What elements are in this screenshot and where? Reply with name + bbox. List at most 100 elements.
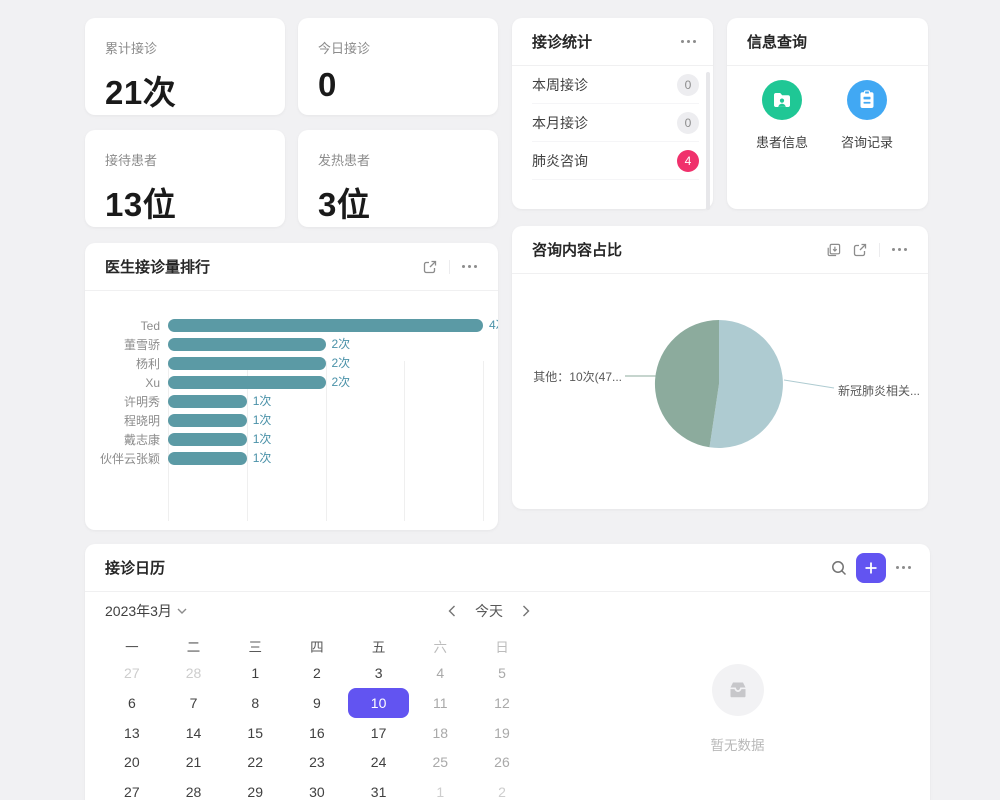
calendar-day[interactable]: 6 — [127, 694, 136, 711]
more-icon[interactable] — [456, 254, 482, 280]
bar[interactable] — [168, 338, 326, 351]
bar[interactable] — [168, 376, 326, 389]
add-button[interactable] — [856, 552, 886, 583]
calendar-day[interactable]: 20 — [124, 754, 140, 771]
bar[interactable] — [168, 319, 483, 332]
weekday-label: 四 — [310, 640, 324, 655]
calendar-day[interactable]: 13 — [124, 724, 140, 741]
stat-label: 接待患者 — [105, 153, 158, 168]
calendar-day[interactable]: 16 — [309, 724, 325, 741]
card-patients-received: 接待患者 13位 — [85, 130, 285, 227]
calendar-day[interactable]: 22 — [247, 754, 263, 771]
calendar-day[interactable]: 9 — [313, 694, 321, 711]
count-badge: 0 — [677, 73, 699, 96]
grid-line — [404, 361, 406, 521]
calendar-day[interactable]: 31 — [370, 784, 387, 800]
export-icon[interactable] — [821, 237, 847, 263]
weekday-label: 一 — [125, 640, 139, 655]
shortcut-patient-info[interactable]: 患者信息 — [740, 80, 824, 151]
calendar-day[interactable]: 15 — [247, 724, 263, 741]
calendar-day[interactable]: 29 — [247, 784, 263, 800]
weekday-header: 一二三四五六日 — [101, 636, 533, 656]
stats-row: 肺炎咨询 4 — [532, 142, 699, 180]
stat-value: 13位 — [105, 186, 177, 223]
calendar-day[interactable]: 28 — [185, 665, 202, 681]
expand-icon[interactable] — [417, 254, 443, 280]
calendar-day[interactable]: 2 — [313, 665, 321, 681]
more-icon[interactable] — [890, 555, 916, 581]
stats-row-label: 本月接诊 — [532, 114, 588, 131]
calendar-day[interactable]: 10 — [347, 687, 410, 718]
stat-value: 3位 — [318, 186, 371, 223]
calendar-day[interactable]: 28 — [185, 784, 202, 800]
scrollbar[interactable] — [706, 72, 710, 210]
bar-category-label: 杨利 — [135, 357, 160, 371]
calendar-day[interactable]: 30 — [309, 784, 325, 800]
stats-rows: 本周接诊 0 本月接诊 0 肺炎咨询 4 — [512, 66, 713, 180]
calendar-week-row: 20 21 22 23 24 25 26 — [101, 747, 533, 777]
more-icon[interactable] — [886, 237, 912, 263]
calendar-week-row: 27 28 1 2 3 4 5 — [101, 658, 533, 688]
pie-chart — [625, 319, 835, 448]
calendar-day[interactable]: 8 — [251, 694, 260, 711]
calendar-week-row: 13 14 15 16 17 18 19 — [101, 718, 533, 748]
bar[interactable] — [168, 433, 247, 446]
bar-value-label: 1次 — [252, 394, 272, 408]
bar[interactable] — [168, 414, 247, 427]
bar-value-label: 2次 — [331, 356, 351, 370]
calendar-day[interactable]: 26 — [494, 754, 510, 771]
shortcut-consult-records[interactable]: 咨询记录 — [825, 80, 909, 151]
bar-track: 1次 — [168, 414, 483, 427]
bar[interactable] — [168, 452, 247, 465]
stat-value: 0 — [318, 66, 337, 103]
month-selector[interactable]: 2023年3月 — [105, 600, 187, 622]
calendar-day[interactable]: 11 — [433, 694, 448, 711]
weekday-label: 五 — [371, 640, 386, 655]
bar-row: 许明秀 1次 — [85, 392, 498, 411]
next-month-icon[interactable] — [522, 605, 530, 617]
calendar-day[interactable]: 21 — [185, 754, 202, 771]
bar[interactable] — [168, 395, 247, 408]
calendar-day[interactable]: 27 — [124, 665, 140, 681]
calendar-day[interactable]: 12 — [494, 694, 510, 711]
calendar-day[interactable]: 14 — [185, 724, 202, 741]
search-icon[interactable] — [826, 555, 852, 581]
more-icon[interactable] — [675, 29, 701, 55]
calendar-day[interactable]: 3 — [374, 665, 383, 681]
calendar-day[interactable]: 19 — [494, 724, 510, 741]
bar-row: 程晓明 1次 — [85, 411, 498, 430]
stats-row-label: 本周接诊 — [532, 76, 588, 93]
stat-label: 今日接诊 — [318, 41, 371, 56]
bar-chart: 01234Ted 4次 董雪骄 2次 杨利 2次 Xu 2次 许明秀 1次 程晓… — [85, 291, 498, 530]
bar-value-label: 1次 — [252, 432, 272, 446]
calendar-day[interactable]: 17 — [370, 724, 387, 741]
pie-slice[interactable] — [654, 319, 719, 448]
card-fever-patients: 发热患者 3位 — [298, 130, 498, 227]
calendar-day[interactable]: 2 — [498, 784, 506, 800]
calendar-day[interactable]: 27 — [124, 784, 140, 800]
prev-month-icon[interactable] — [448, 605, 456, 617]
calendar-day[interactable]: 23 — [309, 754, 325, 771]
panel-doctor-ranking: 医生接诊量排行 01234Ted 4次 董雪骄 2次 杨利 2次 Xu 2次 许… — [85, 243, 498, 530]
pie-slice[interactable] — [709, 320, 783, 448]
bar[interactable] — [168, 357, 326, 370]
bar-row: 戴志康 1次 — [85, 430, 498, 449]
today-button[interactable]: 今天 — [475, 603, 503, 619]
calendar-day[interactable]: 4 — [436, 665, 445, 681]
bar-track: 2次 — [168, 357, 483, 370]
bar-value-label: 2次 — [331, 337, 351, 351]
calendar-day[interactable]: 25 — [432, 754, 449, 771]
bar-row: Xu 2次 — [85, 373, 498, 392]
calendar-day[interactable]: 5 — [498, 665, 506, 681]
panel-info-query: 信息查询 患者信息 咨询记录 — [727, 18, 928, 209]
patient-folder-icon — [762, 80, 802, 124]
bar-category-label: 许明秀 — [123, 395, 160, 409]
calendar-day[interactable]: 18 — [432, 724, 449, 741]
expand-icon[interactable] — [847, 237, 873, 263]
stat-value: 21次 — [105, 74, 177, 111]
calendar-day[interactable]: 7 — [189, 694, 198, 711]
calendar-day[interactable]: 1 — [436, 784, 445, 800]
bar-category-label: Xu — [145, 375, 160, 390]
calendar-day[interactable]: 24 — [370, 754, 387, 771]
calendar-day[interactable]: 1 — [251, 665, 260, 681]
